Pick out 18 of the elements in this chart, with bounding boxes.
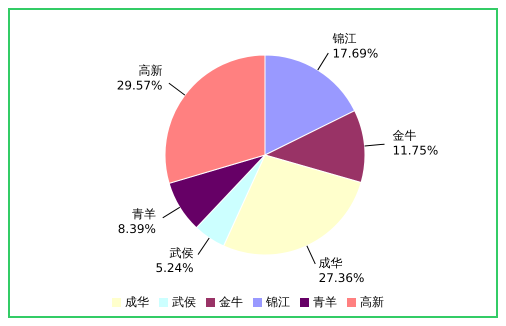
data-label: 29.57% <box>116 78 162 92</box>
legend-label: 高新 <box>360 295 384 309</box>
legend-label: 金牛 <box>219 295 243 309</box>
legend-label: 武侯 <box>172 295 196 309</box>
data-label: 5.24% <box>155 261 194 276</box>
data-label: 8.39% <box>118 222 156 236</box>
legend-label: 锦江 <box>266 295 290 309</box>
legend-label: 青羊 <box>313 295 337 309</box>
data-label: 17.69% <box>332 46 378 60</box>
slice-label: 锦江 <box>332 31 357 46</box>
slice-label: 青羊 <box>132 206 156 221</box>
data-label: 27.36% <box>318 271 364 286</box>
slice-label: 高新 <box>138 63 162 78</box>
legend-label: 成华 <box>125 295 149 309</box>
slice-label: 武侯 <box>170 246 194 260</box>
slice-label: 金牛 <box>392 128 416 142</box>
data-label: 11.75% <box>392 143 438 158</box>
slice-label: 成华 <box>318 256 343 270</box>
